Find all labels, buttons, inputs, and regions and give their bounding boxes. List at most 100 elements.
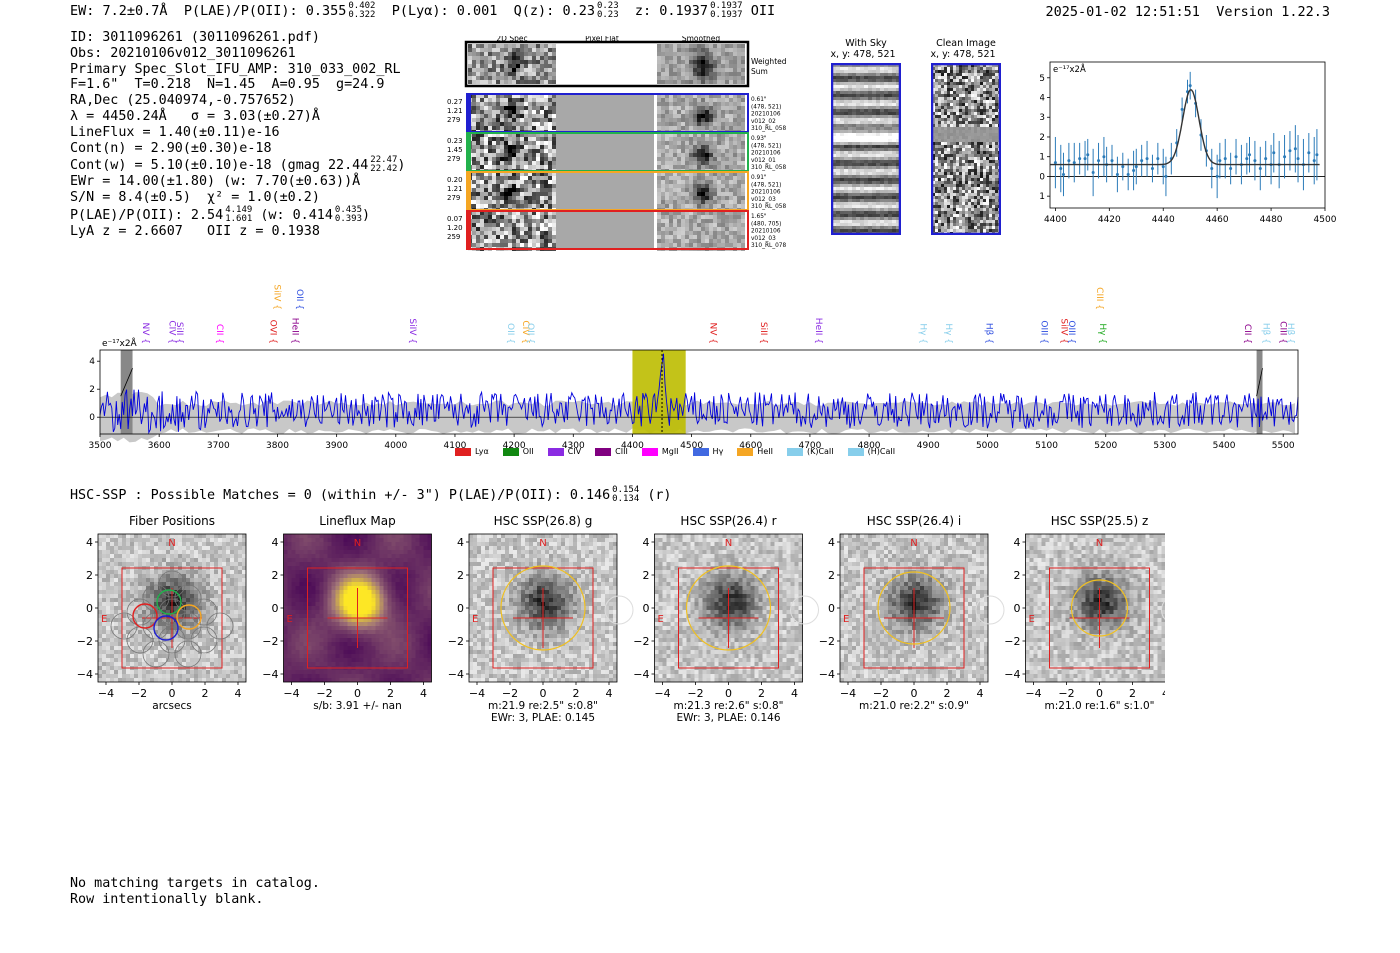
stamp-pixel [488,180,492,184]
sky-pixel [892,106,896,109]
stamp-pixel [540,161,544,165]
clean-pixel [971,196,974,199]
sky-pixel [864,202,868,205]
stamp-pixel [657,188,661,192]
stamp-pixel [713,243,717,247]
clean-pixel [983,91,986,94]
stamp-pixel [681,44,685,48]
sky-pixel [884,217,888,220]
stamp-pixel [492,106,496,110]
stamp-pixel [721,235,725,239]
stamp-pixel [496,243,500,247]
stamp-pixel [536,122,540,126]
sky-pixel [880,181,884,184]
stamp-pixel [552,126,556,130]
stamp-pixel [512,52,516,56]
sky-pixel [896,124,900,127]
stamp-pixel [657,68,661,72]
stamp-pixel [520,118,524,122]
stamp-pixel [492,165,496,169]
clean-pixel [965,193,968,196]
sky-pixel [860,97,864,100]
clean-pixel [968,202,971,205]
sky-pixel [848,73,852,76]
sky-pixel [864,217,868,220]
stamp-pixel [504,243,508,247]
clean-pixel [974,226,977,229]
stamp-pixel [741,80,745,84]
sky-pixel [876,118,880,121]
sky-pixel [844,196,848,199]
stamp-pixel [657,72,661,76]
clean-pixel [935,67,938,70]
cutout-pixel [210,546,214,550]
clean-pixel [941,121,944,124]
sky-pixel [888,163,892,166]
clean-pixel [989,211,992,214]
cutout-pixel [198,546,202,550]
sky-pixel [864,208,868,211]
stamp-pixel [504,68,508,72]
sky-pixel [848,229,852,232]
sky-pixel [864,172,868,175]
stamp-pixel [733,118,737,122]
sky-pixel [860,199,864,202]
stamp-pixel [709,149,713,153]
clean-pixel [962,190,965,193]
stamp-pixel [689,157,693,161]
stamp-pixel [504,110,508,114]
sky-pixel [852,199,856,202]
stamp-pixel [673,223,677,227]
stamp-pixel [504,102,508,106]
stamp-pixel [661,106,665,110]
clean-pixel [968,118,971,121]
sky-pixel [852,121,856,124]
clean-pixel [980,229,983,232]
sky-pixel [868,79,872,82]
clean-pixel [983,64,986,67]
stamp-row-meta: 20210106 [751,190,781,196]
stamp-pixel [657,211,661,215]
stamp-pixel [705,176,709,180]
stamp-pixel [552,141,556,145]
sky-pixel [856,217,860,220]
clean-pixel [968,112,971,115]
stamp-pixel [480,44,484,48]
stamp-pixel [528,200,532,204]
stamp-pixel [741,231,745,235]
stamp-pixel [737,184,741,188]
stamp-pixel [512,231,516,235]
clean-pixel [989,91,992,94]
cutout-pixel [230,534,234,538]
sky-pixel [864,151,868,154]
sky-pixel [840,172,844,175]
clean-pixel [938,145,941,148]
stamp-pixel [516,126,520,130]
stamp-pixel [721,106,725,110]
stamp-pixel [484,227,488,231]
stamp-pixel [544,44,548,48]
stamp-pixel [709,188,713,192]
stamp-pixel [488,114,492,118]
stamp-pixel [480,68,484,72]
stamp-pixel [528,68,532,72]
sky-pixel [892,64,896,67]
stamp-pixel [524,64,528,68]
sky-pixel [880,148,884,151]
sky-pixel [876,202,880,205]
stamp-pixel [725,102,729,106]
sky-pixel [876,172,880,175]
sky-pixel [884,109,888,112]
stamp-pixel [512,60,516,64]
clean-pixel [992,103,995,106]
clean-pixel [947,196,950,199]
stamp-pixel [480,153,484,157]
sky-pixel [896,133,900,136]
clean-pixel [947,121,950,124]
sky-pixel [888,172,892,175]
clean-pixel [965,115,968,118]
stamp-pixel [685,161,689,165]
clean-pixel [968,187,971,190]
stamp-pixel [500,235,504,239]
sky-pixel [840,100,844,103]
